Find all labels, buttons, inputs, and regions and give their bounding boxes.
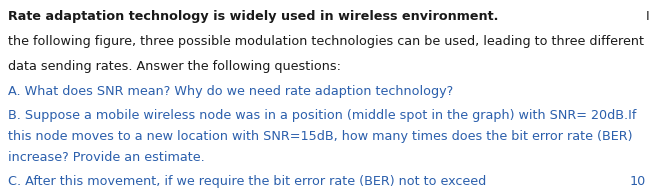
Text: the following figure, three possible modulation technologies can be used, leadin: the following figure, three possible mod… [8,35,643,48]
Text: In the below example shown in: In the below example shown in [646,10,650,23]
Text: A. What does SNR mean? Why do we need rate adaption technology?: A. What does SNR mean? Why do we need ra… [8,85,453,98]
Text: increase? Provide an estimate.: increase? Provide an estimate. [8,151,205,164]
Text: this node moves to a new location with SNR=15dB, how many times does the bit err: this node moves to a new location with S… [8,130,632,143]
Text: Rate adaptation technology is widely used in wireless environment.: Rate adaptation technology is widely use… [8,10,502,23]
Text: 10: 10 [630,175,646,188]
Text: C. After this movement, if we require the bit error rate (BER) not to exceed: C. After this movement, if we require th… [8,175,490,188]
Text: data sending rates. Answer the following questions:: data sending rates. Answer the following… [8,60,341,73]
Text: B. Suppose a mobile wireless node was in a position (middle spot in the graph) w: B. Suppose a mobile wireless node was in… [8,109,636,122]
